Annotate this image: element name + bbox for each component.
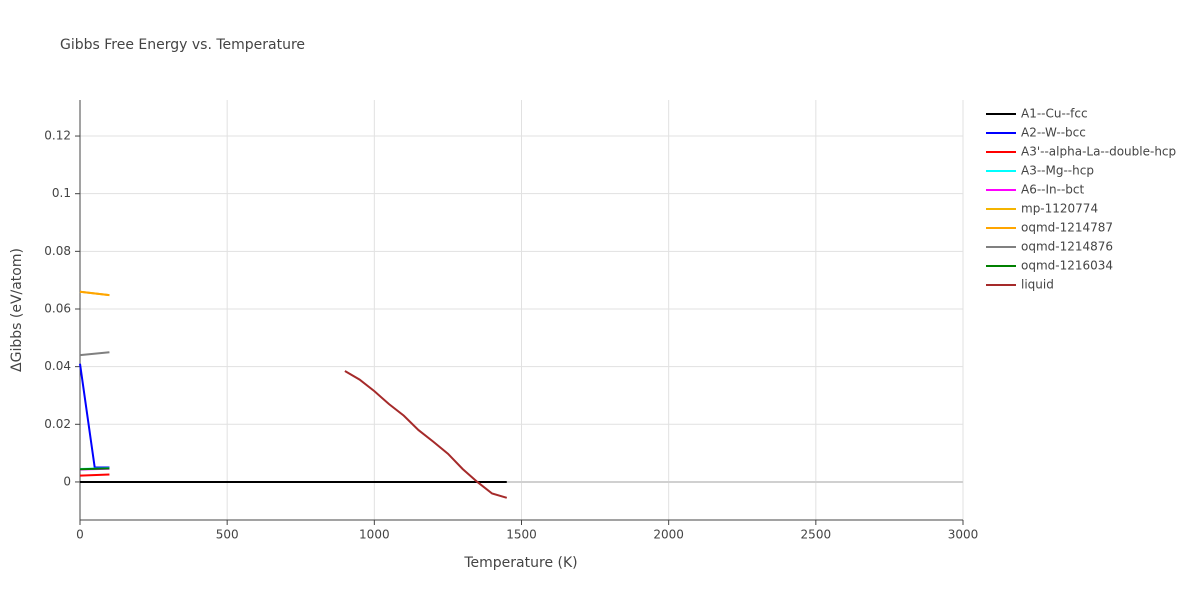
x-tick-label: 3000 bbox=[948, 528, 979, 542]
x-tick-label: 2500 bbox=[801, 528, 832, 542]
y-tick-label: 0.04 bbox=[44, 359, 71, 373]
series-line bbox=[79, 290, 110, 297]
legend-label: A1--Cu--fcc bbox=[1021, 107, 1088, 121]
series-line bbox=[79, 363, 110, 469]
y-tick-label: 0.06 bbox=[44, 301, 71, 315]
y-tick-label: 0.1 bbox=[52, 186, 71, 200]
x-tick-label: 2000 bbox=[653, 528, 684, 542]
series-line bbox=[79, 467, 110, 471]
legend-label: oqmd-1216034 bbox=[1021, 259, 1113, 273]
x-tick-label: 1000 bbox=[359, 528, 390, 542]
x-tick-label: 1500 bbox=[506, 528, 537, 542]
legend-label: A2--W--bcc bbox=[1021, 126, 1086, 140]
series-line bbox=[344, 370, 508, 499]
legend-label: oqmd-1214876 bbox=[1021, 240, 1113, 254]
legend-label: liquid bbox=[1021, 278, 1054, 292]
x-tick-label: 500 bbox=[216, 528, 239, 542]
y-tick-label: 0.12 bbox=[44, 129, 71, 143]
legend-label: A3'--alpha-La--double-hcp bbox=[1021, 145, 1176, 159]
chart-title: Gibbs Free Energy vs. Temperature bbox=[60, 37, 305, 53]
y-tick-label: 0.08 bbox=[44, 244, 71, 258]
legend-label: mp-1120774 bbox=[1021, 202, 1098, 216]
x-axis-label: Temperature (K) bbox=[463, 555, 577, 571]
legend-label: oqmd-1214787 bbox=[1021, 221, 1113, 235]
y-axis-label: ΔGibbs (eV/atom) bbox=[9, 248, 25, 372]
x-tick-label: 0 bbox=[76, 528, 84, 542]
y-tick-label: 0.02 bbox=[44, 417, 71, 431]
legend-label: A6--In--bct bbox=[1021, 183, 1085, 197]
series-line bbox=[79, 473, 110, 477]
series-line bbox=[79, 351, 110, 357]
legend-label: A3--Mg--hcp bbox=[1021, 164, 1094, 178]
y-tick-label: 0 bbox=[63, 474, 71, 488]
